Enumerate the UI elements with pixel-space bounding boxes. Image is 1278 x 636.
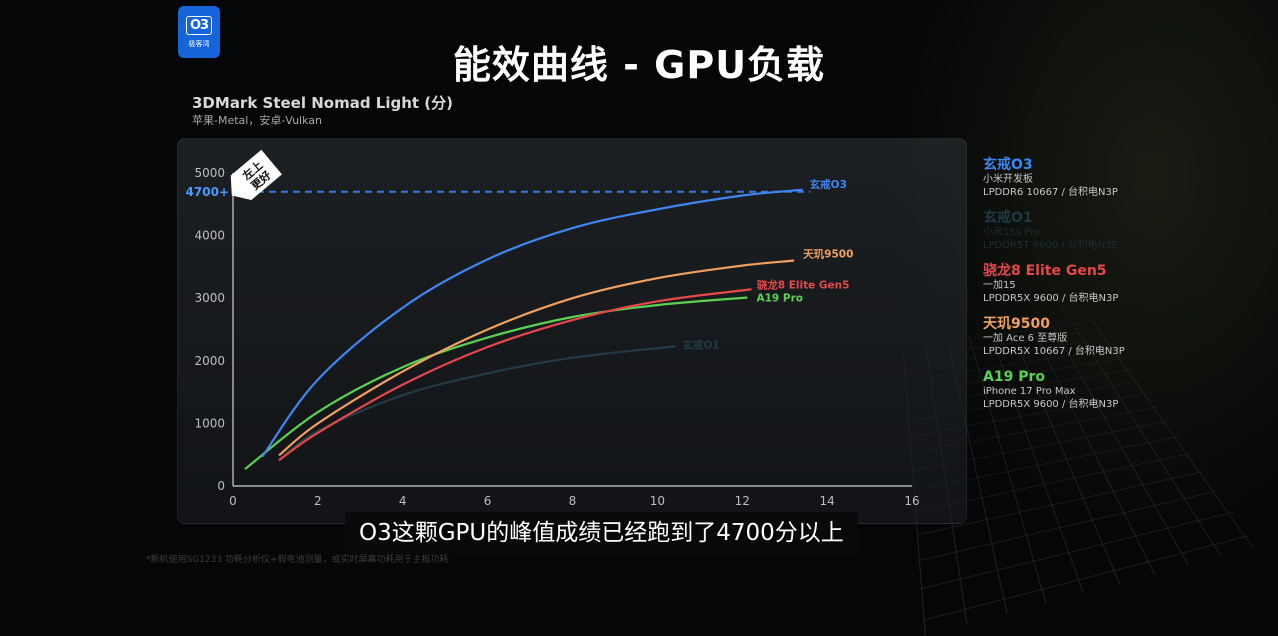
legend-item-device: 一加15 bbox=[983, 280, 1016, 291]
logo-name: 极客湾 bbox=[188, 39, 210, 48]
x-tick-label: 4 bbox=[399, 494, 407, 508]
series-line-0 bbox=[261, 188, 803, 458]
x-tick-label: 16 bbox=[904, 494, 919, 508]
y-tick-label: 0 bbox=[217, 479, 225, 493]
legend-item: 天玑9500 一加 Ace 6 至尊版 LPDDR5X 10667 / 台积电N3P bbox=[983, 316, 1183, 358]
y-tick-label: 2000 bbox=[194, 354, 225, 368]
legend-item-memory: LPDDR6 10667 / 台积电N3P bbox=[983, 187, 1118, 198]
series-line-1 bbox=[278, 345, 676, 461]
legend-item-name: 骁龙8 Elite Gen5 bbox=[983, 263, 1107, 279]
legend-item-memory: LPDDR5X 9600 / 台积电N3P bbox=[983, 293, 1119, 304]
legend-item-device: 一加 Ace 6 至尊版 bbox=[983, 333, 1068, 344]
legend-item-device: iPhone 17 Pro Max bbox=[983, 386, 1076, 397]
series-label-2: 骁龙8 Elite Gen5 bbox=[757, 278, 850, 291]
y-tick-label: 1000 bbox=[194, 416, 225, 430]
series-label-0: 玄戒O3 bbox=[810, 178, 847, 191]
chart-title: 3DMark Steel Nomad Light (分) bbox=[192, 94, 454, 112]
legend-item: A19 Pro iPhone 17 Pro Max LPDDR5X 9600 / 台… bbox=[983, 369, 1183, 411]
legend: 玄戒O3 小米开发板 LPDDR6 10667 / 台积电N3P 玄戒O1 小米15s … bbox=[983, 157, 1183, 422]
x-tick-label: 12 bbox=[735, 494, 750, 508]
reference-line-label: 4700+ bbox=[186, 185, 229, 199]
x-tick-label: 2 bbox=[314, 494, 322, 508]
y-tick-label: 4000 bbox=[194, 229, 225, 243]
channel-logo: O3 极客湾 bbox=[178, 6, 220, 58]
x-tick-label: 0 bbox=[229, 494, 237, 508]
footnote: *新机使用SG1233 功耗分析仪+假电池测量，或实时屏幕功耗用于主板功耗 bbox=[146, 555, 449, 565]
legend-item-memory: LPDDR5X 9600 / 台积电N3P bbox=[983, 399, 1119, 410]
legend-item-memory: LPDDR5X 10667 / 台积电N3P bbox=[983, 346, 1125, 357]
x-tick-label: 14 bbox=[819, 494, 834, 508]
legend-item-name: 天玑9500 bbox=[983, 316, 1050, 332]
legend-item-device: 小米15s Pro bbox=[983, 227, 1040, 238]
subtitle-caption: O3这颗GPU的峰值成绩已经跑到了4700分以上 bbox=[345, 512, 858, 554]
series-line-2 bbox=[278, 288, 752, 461]
y-tick-label: 3000 bbox=[194, 291, 225, 305]
x-tick-label: 8 bbox=[569, 494, 577, 508]
chart-panel bbox=[177, 138, 967, 524]
series-label-4: A19 Pro bbox=[756, 293, 802, 305]
legend-item-memory: LPDDR5T 9600 / 台积电N3E bbox=[983, 240, 1118, 251]
y-tick-label: 5000 bbox=[194, 166, 225, 180]
series-line-3 bbox=[278, 259, 795, 456]
legend-item: 玄戒O1 小米15s Pro LPDDR5T 9600 / 台积电N3E bbox=[983, 210, 1183, 252]
legend-item-name: A19 Pro bbox=[983, 369, 1045, 385]
chart-subtitle: 苹果-Metal，安卓-Vulkan bbox=[192, 114, 323, 127]
legend-item-device: 小米开发板 bbox=[983, 174, 1033, 185]
series-label-3: 天玑9500 bbox=[803, 249, 853, 261]
legend-item: 玄戒O3 小米开发板 LPDDR6 10667 / 台积电N3P bbox=[983, 157, 1183, 199]
logo-mark: O3 bbox=[185, 15, 213, 35]
series-line-4 bbox=[244, 296, 748, 470]
efficiency-chart: 0 2 4 6 8 10 12 14 16 0 1000 2000 3000 4000 5000 4700+左… bbox=[186, 149, 920, 508]
legend-item-name: 玄戒O1 bbox=[983, 210, 1033, 226]
legend-item-name: 玄戒O3 bbox=[983, 157, 1033, 173]
page-title: 能效曲线 - GPU负载 bbox=[452, 43, 826, 87]
better-badge-shape bbox=[230, 149, 282, 201]
x-tick-label: 6 bbox=[484, 494, 492, 508]
x-tick-label: 10 bbox=[650, 494, 665, 508]
series-label-1: 玄戒O1 bbox=[682, 338, 719, 351]
legend-item: 骁龙8 Elite Gen5 一加15 LPDDR5X 9600 / 台积电N3P bbox=[983, 263, 1183, 305]
